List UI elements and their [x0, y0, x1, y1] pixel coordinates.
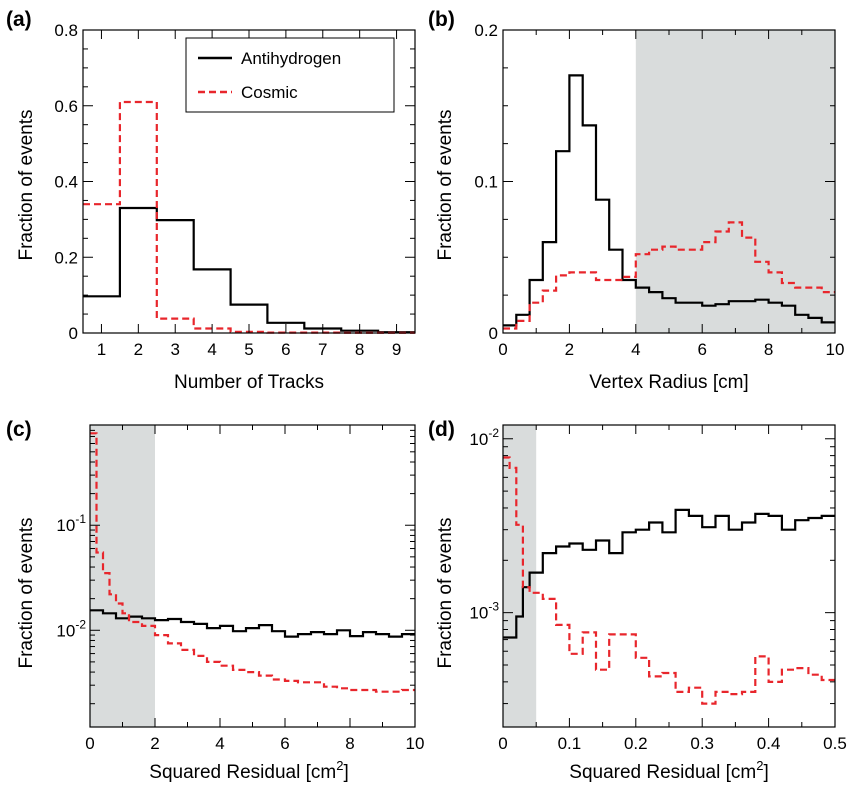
- xlabel-c: Squared Residual [cm2]: [149, 758, 348, 783]
- legend-antihydrogen-label: Antihydrogen: [241, 49, 341, 68]
- x-tick-label-c: 0: [85, 734, 94, 753]
- x-tick-label-b: 10: [826, 340, 845, 359]
- x-tick-label-c: 6: [280, 734, 289, 753]
- x-tick-label-b: 4: [631, 340, 640, 359]
- cosmic-series-a: [83, 102, 415, 333]
- xlabel-a: Number of Tracks: [174, 372, 324, 393]
- panel-a: 1 2 3 4 5 6 7 8 9 0 0.2 0.4 0.6 0.8 (a) Number of Tra…: [6, 8, 415, 393]
- x-tick-label-b: 8: [764, 340, 773, 359]
- y-tick-label-c: 10-1: [56, 512, 86, 535]
- y-tick-exp-c: -2: [75, 617, 86, 631]
- x-tick-label-d: 0.3: [690, 734, 714, 753]
- x-tick-label-b: 0: [498, 340, 507, 359]
- shaded-region-c: [90, 425, 155, 727]
- x-tick-label-c: 2: [150, 734, 159, 753]
- x-tick-label-a: 1: [97, 340, 106, 359]
- ylabel-c: Fraction of events: [16, 517, 37, 668]
- y-tick-base-c: 10: [56, 621, 75, 640]
- x-tick-label-b: 2: [565, 340, 574, 359]
- x-tick-label-c: 4: [215, 734, 224, 753]
- antihydrogen-series-d: [503, 510, 835, 638]
- x-tick-label-a: 3: [170, 340, 179, 359]
- y-tick-label-b: 0.2: [474, 21, 498, 40]
- x-tick-label-a: 4: [207, 340, 216, 359]
- y-tick-label-a: 0.4: [54, 173, 78, 192]
- y-tick-base-d: 10: [469, 430, 488, 449]
- y-tick-label-b: 0: [489, 324, 498, 343]
- x-tick-label-a: 2: [134, 340, 143, 359]
- legend: Antihydrogen Cosmic: [186, 38, 394, 112]
- xlabel-c-sup: 2: [336, 758, 343, 773]
- x-tick-label-b: 6: [697, 340, 706, 359]
- y-tick-exp-d: -2: [488, 426, 499, 440]
- y-tick-base-d: 10: [469, 604, 488, 623]
- x-tick-label-a: 7: [318, 340, 327, 359]
- panel-label-a: (a): [6, 8, 32, 31]
- y-tick-label-a: 0.8: [54, 21, 78, 40]
- x-tick-label-a: 8: [355, 340, 364, 359]
- xlabel-c-main: Squared Residual [cm: [149, 762, 336, 783]
- x-tick-label-c: 8: [345, 734, 354, 753]
- xlabel-c-suffix: ]: [343, 762, 348, 783]
- y-tick-label-c: 10-2: [56, 617, 86, 640]
- x-tick-label-d: 0.2: [624, 734, 648, 753]
- panel-b: 0 2 4 6 8 10 0 0.1 0.2 (b) Vertex Radius [cm] Fr…: [428, 8, 844, 393]
- y-tick-base-c: 10: [56, 516, 75, 535]
- x-tick-label-d: 0: [498, 734, 507, 753]
- y-tick-label-b: 0.1: [474, 173, 498, 192]
- x-tick-label-a: 5: [244, 340, 253, 359]
- antihydrogen-series-a: [83, 208, 415, 332]
- y-tick-label-a: 0.2: [54, 248, 78, 267]
- xlabel-d-sup: 2: [756, 758, 763, 773]
- plot-frame-d: [503, 425, 835, 727]
- xlabel-b: Vertex Radius [cm]: [589, 372, 748, 393]
- x-tick-label-a: 6: [281, 340, 290, 359]
- ylabel-a: Fraction of events: [16, 109, 37, 260]
- shaded-region-b: [636, 30, 835, 333]
- ylabel-b: Fraction of events: [435, 109, 456, 260]
- x-tick-label-d: 0.4: [757, 734, 781, 753]
- panel-label-c: (c): [6, 418, 32, 441]
- x-tick-label-d: 0.5: [823, 734, 847, 753]
- y-tick-exp-c: -1: [75, 512, 86, 526]
- xlabel-d-suffix: ]: [763, 762, 768, 783]
- y-tick-label-a: 0.6: [54, 97, 78, 116]
- x-tick-label-c: 10: [406, 734, 425, 753]
- panel-label-b: (b): [428, 8, 455, 31]
- x-tick-label-a: 9: [392, 340, 401, 359]
- xlabel-d: Squared Residual [cm2]: [569, 758, 768, 783]
- ylabel-d: Fraction of events: [435, 517, 456, 668]
- panel-d: 0 0.1 0.2 0.3 0.4 0.510-310-2 (d) Squared Res…: [428, 418, 847, 783]
- xlabel-d-main: Squared Residual [cm: [569, 762, 756, 783]
- y-tick-label-d: 10-3: [469, 600, 499, 623]
- y-tick-exp-d: -3: [488, 600, 499, 614]
- y-tick-label-d: 10-2: [469, 426, 499, 449]
- y-tick-label-a: 0: [69, 324, 78, 343]
- cosmic-series-d: [503, 458, 835, 704]
- legend-cosmic-label: Cosmic: [241, 83, 298, 102]
- panel-label-d: (d): [428, 418, 455, 441]
- x-tick-label-d: 0.1: [558, 734, 582, 753]
